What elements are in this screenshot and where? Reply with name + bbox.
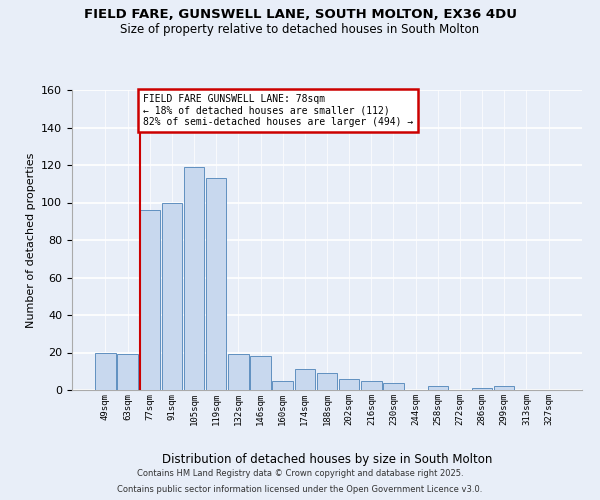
Bar (228, 354, 248, 390)
Bar (317, 373, 337, 390)
Bar (494, 386, 514, 390)
Bar (472, 388, 493, 390)
Text: FIELD FARE, GUNSWELL LANE, SOUTH MOLTON, EX36 4DU: FIELD FARE, GUNSWELL LANE, SOUTH MOLTON,… (83, 8, 517, 20)
Bar (118, 354, 138, 390)
Text: Distribution of detached houses by size in South Molton: Distribution of detached houses by size … (162, 452, 492, 466)
Bar (361, 380, 382, 390)
Bar (383, 382, 404, 390)
Text: Contains HM Land Registry data © Crown copyright and database right 2025.: Contains HM Land Registry data © Crown c… (137, 468, 463, 477)
Bar (206, 178, 226, 390)
Text: FIELD FARE GUNSWELL LANE: 78sqm
← 18% of detached houses are smaller (112)
82% o: FIELD FARE GUNSWELL LANE: 78sqm ← 18% of… (143, 94, 413, 127)
Y-axis label: Number of detached properties: Number of detached properties (26, 152, 35, 328)
Text: Size of property relative to detached houses in South Molton: Size of property relative to detached ho… (121, 22, 479, 36)
Text: Contains public sector information licensed under the Open Government Licence v3: Contains public sector information licen… (118, 485, 482, 494)
Bar (295, 370, 315, 390)
Bar (161, 202, 182, 390)
Bar (95, 352, 116, 390)
Bar (428, 386, 448, 390)
Bar (140, 210, 160, 390)
Bar (250, 356, 271, 390)
Bar (272, 380, 293, 390)
Bar (184, 167, 204, 390)
Bar (339, 379, 359, 390)
